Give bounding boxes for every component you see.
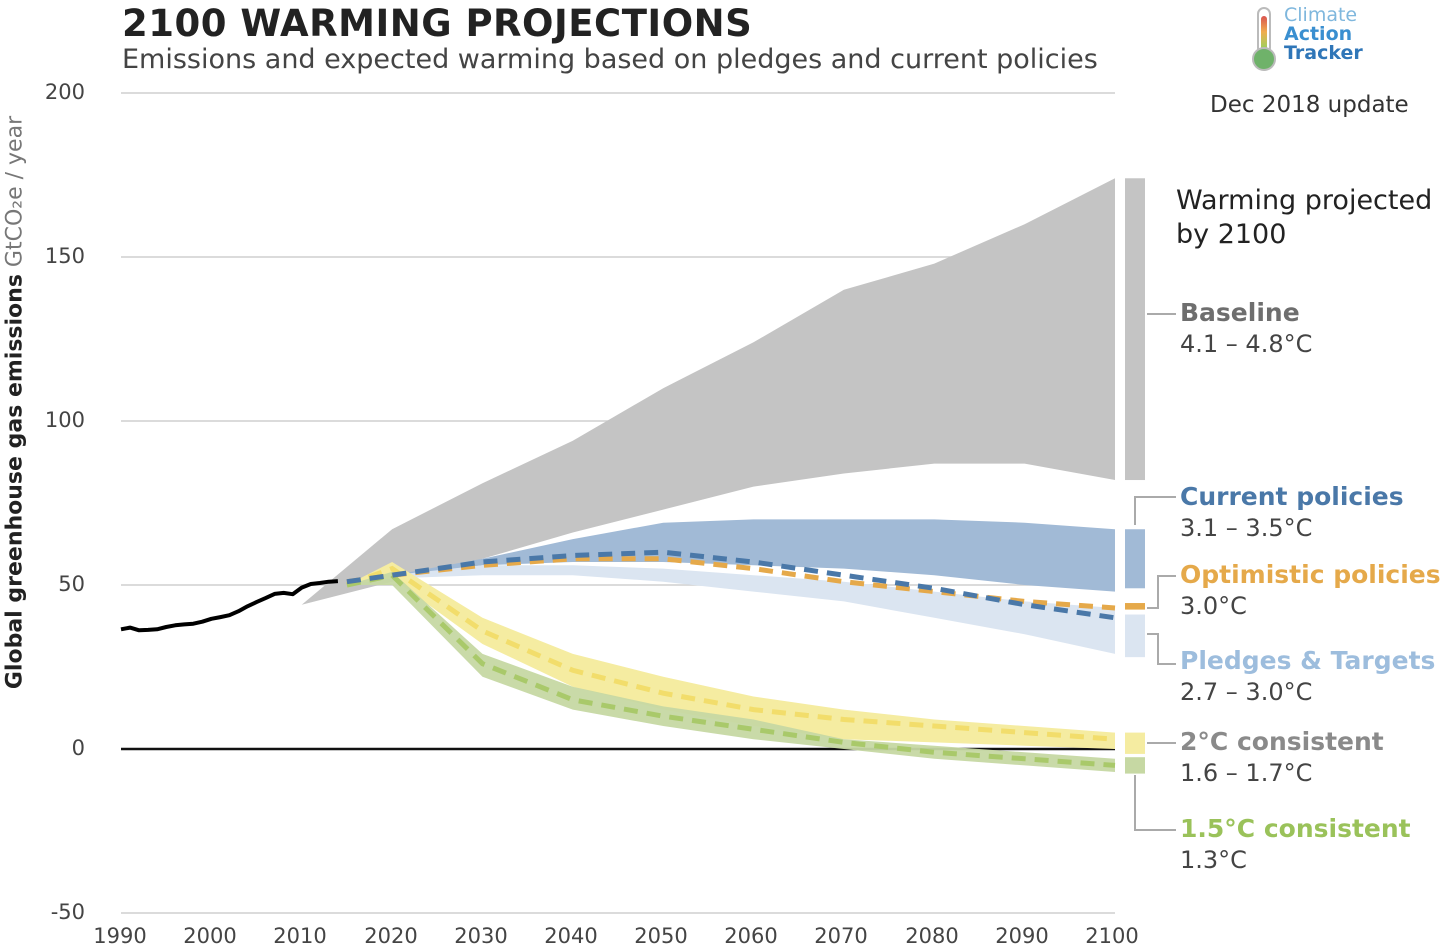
x-tick-label: 1990 xyxy=(93,924,147,948)
legend-current-policies-name: Current policies xyxy=(1180,482,1404,511)
x-tick-label: 2050 xyxy=(634,924,688,948)
connector-one-five-degree xyxy=(1134,775,1176,831)
legend-current-policies: Current policies 3.1 – 3.5°C xyxy=(1180,482,1404,544)
two-degree-line xyxy=(346,565,1116,742)
logo-word-tracker: Tracker xyxy=(1284,42,1363,64)
logo-word-climate: Climate xyxy=(1284,4,1358,26)
projection-lines xyxy=(120,549,1116,768)
projection-areas xyxy=(301,178,1115,772)
chart-subtitle: Emissions and expected warming based on … xyxy=(122,44,1098,75)
thermometer-icon xyxy=(1252,7,1276,71)
legend-optimistic-policies-range: 3.0°C xyxy=(1180,592,1247,620)
y-axis-title: Global greenhouse gas emissions xyxy=(2,274,28,690)
legend-1-5c-consistent: 1.5°C consistent 1.3°C xyxy=(1180,814,1411,876)
connector-pledges-targets xyxy=(1147,633,1176,665)
warming-legend-title-line2: by 2100 xyxy=(1176,219,1287,250)
x-tick-label: 2010 xyxy=(273,924,327,948)
warming-legend-title-line1: Warming projected xyxy=(1176,185,1433,216)
legend-optimistic-policies: Optimistic policies 3.0°C xyxy=(1180,560,1441,622)
warming-bars xyxy=(1125,178,1145,774)
chart-title: 2100 WARMING PROJECTIONS xyxy=(122,2,753,45)
legend-baseline-range: 4.1 – 4.8°C xyxy=(1180,330,1313,358)
x-tick-label: 2070 xyxy=(814,924,868,948)
pledges-targets-bar xyxy=(1125,614,1145,658)
label-connectors xyxy=(1134,313,1176,831)
y-tick-label: -50 xyxy=(50,900,85,924)
warming-legend-title: Warming projected by 2100 xyxy=(1176,184,1432,252)
x-tick-label: 2080 xyxy=(905,924,959,948)
one-five-degree-bar xyxy=(1125,757,1145,774)
current-policies-bar xyxy=(1125,529,1145,589)
y-tick-label: 150 xyxy=(44,244,85,268)
legend-current-policies-range: 3.1 – 3.5°C xyxy=(1180,514,1313,542)
x-tick-label: 2040 xyxy=(544,924,598,948)
current-policies-area xyxy=(346,519,1115,592)
x-tick-label: 2060 xyxy=(724,924,778,948)
legend-baseline: Baseline 4.1 – 4.8°C xyxy=(1180,298,1312,360)
baseline-area xyxy=(301,178,1115,605)
connector-current-policies xyxy=(1134,496,1176,525)
legend-pledges-targets-range: 2.7 – 3.0°C xyxy=(1180,678,1313,706)
x-tick-label: 2020 xyxy=(364,924,418,948)
climate-action-tracker-logo: Climate Action Tracker xyxy=(1248,6,1388,72)
legend-pledges-targets-name: Pledges & Targets xyxy=(1180,646,1436,675)
legend-optimistic-policies-name: Optimistic policies xyxy=(1180,560,1441,589)
y-tick-label: 0 xyxy=(71,736,85,760)
baseline-bar xyxy=(1125,178,1145,481)
legend-1-5c-consistent-name: 1.5°C consistent xyxy=(1180,814,1411,843)
y-tick-label: 100 xyxy=(44,408,85,432)
logo-word-action: Action xyxy=(1284,23,1353,45)
y-tick-label: 200 xyxy=(44,80,85,104)
legend-2c-consistent: 2°C consistent 1.6 – 1.7°C xyxy=(1180,727,1384,789)
logo-text: Climate Action Tracker xyxy=(1284,6,1363,63)
historical-emissions-line xyxy=(120,579,339,633)
legend-2c-consistent-name: 2°C consistent xyxy=(1180,727,1384,756)
legend-baseline-name: Baseline xyxy=(1180,298,1300,327)
x-tick-label: 2030 xyxy=(454,924,508,948)
two-degree-bar xyxy=(1125,732,1145,754)
y-axis-unit: GtCO₂e / year xyxy=(2,115,28,268)
two-degree-area xyxy=(346,562,1115,749)
optimistic-policies-bar xyxy=(1125,603,1145,610)
y-axis-label: Global greenhouse gas emissions GtCO₂e /… xyxy=(3,73,28,733)
x-tick-label: 2000 xyxy=(183,924,237,948)
x-tick-label: 2090 xyxy=(995,924,1049,948)
x-tick-label: 2100 xyxy=(1085,924,1139,948)
y-tick-label: 50 xyxy=(58,572,85,596)
update-date: Dec 2018 update xyxy=(1210,92,1409,118)
one-five-degree-line xyxy=(346,572,1116,768)
legend-1-5c-consistent-range: 1.3°C xyxy=(1180,846,1247,874)
legend-pledges-targets: Pledges & Targets 2.7 – 3.0°C xyxy=(1180,646,1435,708)
legend-2c-consistent-range: 1.6 – 1.7°C xyxy=(1180,759,1313,787)
connector-optimistic-policies xyxy=(1147,575,1176,609)
